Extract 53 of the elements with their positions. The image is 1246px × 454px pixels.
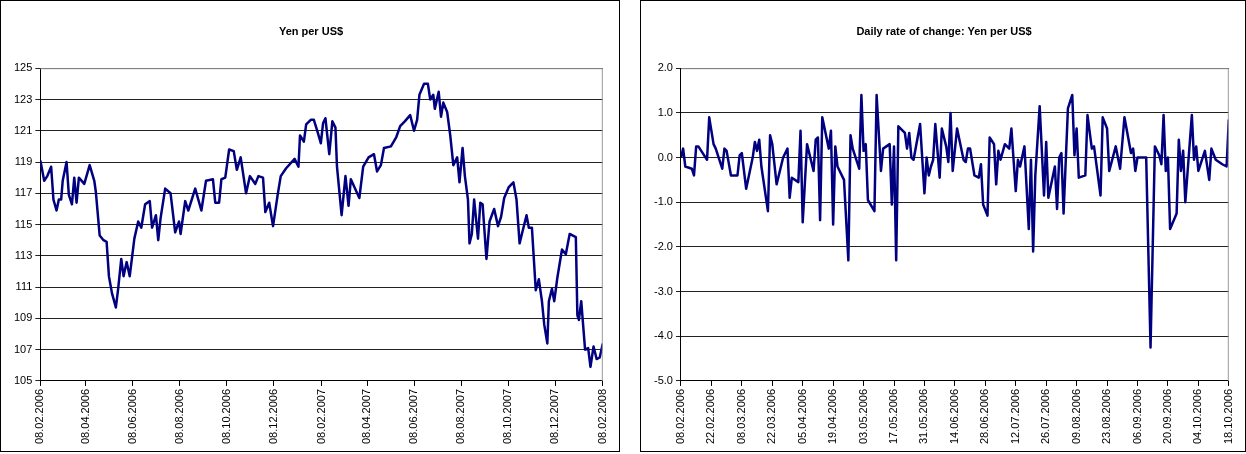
x-tick-label: 08.03.2006 — [734, 388, 747, 445]
x-tick-label: 04.10.2006 — [1191, 388, 1204, 445]
x-tick-label: 31.05.2006 — [917, 388, 930, 445]
y-tick-label: 123 — [13, 92, 33, 105]
y-tick-label: 105 — [13, 373, 33, 386]
y-tick-label: -1.0 — [653, 195, 673, 208]
x-tick-label: 26.07.2006 — [1039, 388, 1052, 445]
x-tick-label: 08.06.2006 — [125, 388, 138, 445]
y-tick-label: 0.0 — [657, 150, 673, 163]
x-tick-label: 22.02.2006 — [704, 388, 717, 445]
y-tick-label: 2.0 — [657, 61, 673, 74]
x-tick-label: 08.06.2007 — [407, 388, 420, 445]
x-tick-label: 08.08.2007 — [454, 388, 467, 445]
y-tick-label: 119 — [14, 155, 33, 168]
x-tick-label: 08.02.2008 — [595, 388, 608, 445]
y-tick-label: 113 — [14, 248, 33, 261]
x-tick-label: 18.10.2006 — [1221, 388, 1234, 445]
x-tick-label: 08.02.2006 — [673, 388, 686, 445]
x-tick-label: 08.04.2007 — [360, 388, 373, 445]
y-tick-label: -5.0 — [653, 373, 673, 386]
x-tick-label: 08.02.2007 — [314, 388, 327, 445]
x-tick-label: 14.06.2006 — [947, 388, 960, 445]
chart-title: Daily rate of change: Yen per US$ — [856, 24, 1032, 37]
y-tick-label: 125 — [13, 61, 33, 74]
y-tick-label: 115 — [14, 217, 33, 230]
x-tick-label: 09.08.2006 — [1069, 388, 1082, 445]
x-tick-label: 08.12.2006 — [266, 388, 279, 445]
x-tick-label: 05.04.2006 — [795, 388, 808, 445]
x-tick-label: 28.06.2006 — [978, 388, 991, 445]
y-tick-label: 121 — [13, 123, 33, 136]
y-tick-label: 107 — [13, 342, 33, 355]
x-tick-label: 08.08.2006 — [172, 388, 185, 445]
y-tick-label: -4.0 — [653, 329, 673, 342]
x-tick-label: 12.07.2006 — [1008, 388, 1021, 445]
x-tick-label: 19.04.2006 — [826, 388, 839, 445]
y-tick-label: 117 — [14, 186, 33, 199]
x-tick-label: 23.08.2006 — [1100, 388, 1113, 445]
x-tick-label: 08.10.2007 — [501, 388, 514, 445]
y-tick-label: -3.0 — [653, 284, 673, 297]
y-tick-label: 1.0 — [657, 105, 673, 118]
x-tick-label: 08.04.2006 — [78, 388, 91, 445]
x-tick-label: 06.09.2006 — [1130, 388, 1143, 445]
chart-title: Yen per US$ — [278, 24, 344, 37]
x-tick-label: 08.10.2006 — [219, 388, 232, 445]
x-tick-label: 08.12.2007 — [548, 388, 561, 445]
x-tick-label: 22.03.2006 — [765, 388, 778, 445]
y-tick-label: 109 — [13, 311, 33, 324]
y-tick-label: -2.0 — [653, 239, 673, 252]
x-tick-label: 17.05.2006 — [887, 388, 900, 445]
x-tick-label: 03.05.2006 — [856, 388, 869, 445]
x-tick-label: 20.09.2006 — [1160, 388, 1173, 445]
y-tick-label: 111 — [15, 280, 33, 293]
x-tick-label: 08.02.2006 — [33, 388, 46, 445]
